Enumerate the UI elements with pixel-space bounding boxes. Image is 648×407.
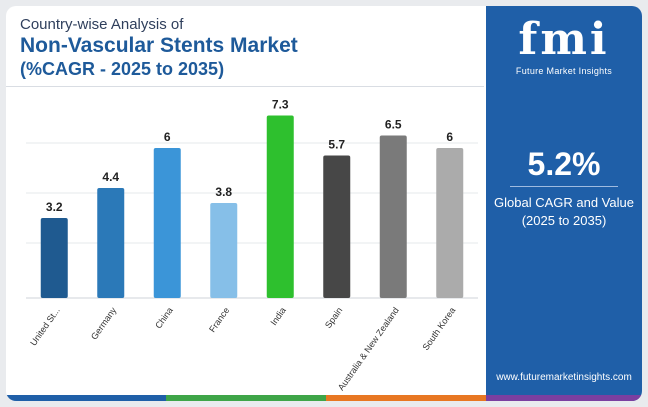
fmi-logo: fmi Future Market Insights xyxy=(486,14,642,77)
data-label: 6.5 xyxy=(385,118,402,132)
bar-chart: 3.2 United St... 4.4 Germany 6 China 3.8 France… xyxy=(26,98,478,392)
bar-germany xyxy=(97,188,125,298)
bar-china xyxy=(153,148,181,298)
x-tick-label: Australia & New Zealand xyxy=(336,305,401,392)
chart-title-period: (%CAGR - 2025 to 2035) xyxy=(20,59,225,79)
data-label: 6 xyxy=(164,130,171,144)
x-tick-label: China xyxy=(153,305,175,330)
data-label: 5.7 xyxy=(328,138,345,152)
summary-panel: fmi Future Market Insights 5.2% Global C… xyxy=(486,6,642,401)
chart-header: Country-wise Analysis of Non-Vascular St… xyxy=(20,16,298,80)
global-cagr-label: Global CAGR and Value (2025 to 2035) xyxy=(486,194,642,230)
global-cagr-value: 5.2% xyxy=(527,146,601,182)
strip-segment-orange xyxy=(326,395,486,401)
logo-subtitle: Future Market Insights xyxy=(515,66,613,76)
bar-south-korea xyxy=(436,148,464,298)
x-tick-label: Germany xyxy=(89,305,119,341)
color-strip xyxy=(6,395,642,401)
strip-segment-green xyxy=(166,395,326,401)
bar-spain xyxy=(323,155,351,298)
bar-india xyxy=(266,115,294,298)
chart-card: Country-wise Analysis of Non-Vascular St… xyxy=(6,6,642,401)
bar-united-st xyxy=(40,218,68,298)
cagr-divider xyxy=(510,186,618,187)
x-tick-label: Spain xyxy=(323,305,344,330)
logo-wordmark: fmi xyxy=(518,14,610,65)
cagr-label-line1: Global CAGR and Value xyxy=(494,195,634,210)
chart-title: Non-Vascular Stents Market xyxy=(20,34,298,57)
x-tick-label: South Korea xyxy=(420,305,457,352)
x-tick-label: France xyxy=(207,305,231,334)
strip-segment-purple xyxy=(486,395,642,401)
website-link[interactable]: www.futuremarketinsights.com xyxy=(496,372,632,383)
bar-france xyxy=(210,203,238,298)
data-label: 7.3 xyxy=(272,98,289,112)
cagr-label-line2: (2025 to 2035) xyxy=(521,213,607,228)
data-label: 3.2 xyxy=(46,200,63,214)
data-label: 4.4 xyxy=(102,170,119,184)
strip-segment-blue xyxy=(6,395,166,401)
chart-subtitle: Country-wise Analysis of xyxy=(20,16,184,33)
header-divider xyxy=(6,86,484,87)
data-label: 3.8 xyxy=(215,185,232,199)
x-tick-label: India xyxy=(268,305,287,327)
x-tick-label: United St... xyxy=(28,305,62,347)
data-label: 6 xyxy=(446,130,453,144)
bar-australia-new-zealand xyxy=(379,135,407,298)
